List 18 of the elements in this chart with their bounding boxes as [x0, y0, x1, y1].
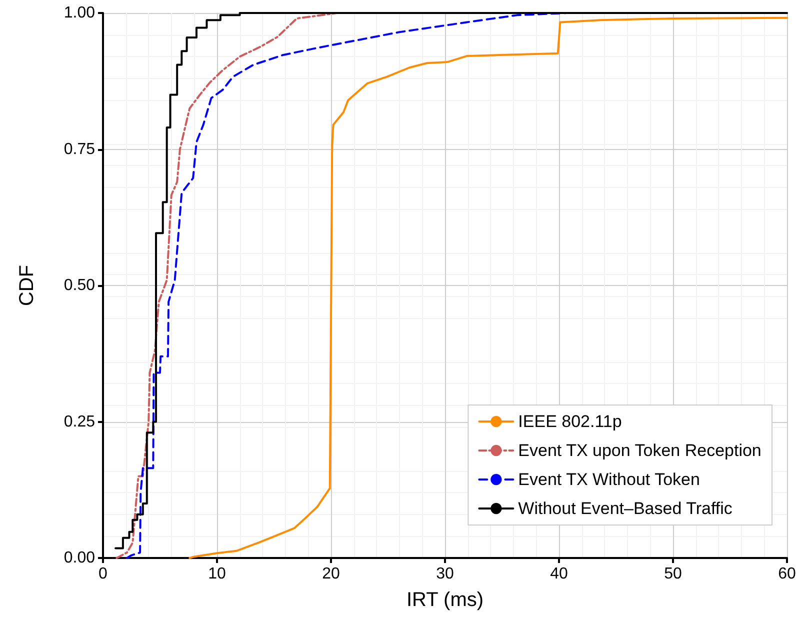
x-tick-label: 10 [208, 566, 226, 582]
x-tick-label: 20 [322, 566, 340, 582]
y-tick-label: 0.75 [64, 140, 96, 158]
x-tick-label: 50 [664, 566, 682, 582]
legend-label: Event TX upon Token Reception [518, 441, 762, 460]
x-axis-title: IRT (ms) [406, 589, 484, 611]
x-tick-label: 60 [778, 566, 796, 582]
x-tick-label: 0 [98, 566, 108, 582]
x-tick-label: 30 [436, 566, 454, 582]
legend-label: Event TX Without Token [518, 470, 700, 489]
y-tick-label: 0.50 [64, 277, 96, 294]
y-tick-label: 0.00 [64, 550, 96, 566]
y-tick-label: 0.25 [64, 413, 96, 430]
y-axis-title: CDF [16, 264, 38, 306]
y-tick-label: 1.00 [64, 4, 96, 22]
x-tick-label: 40 [550, 566, 568, 582]
legend-label: Without Event–Based Traffic [518, 499, 733, 518]
legend-label: IEEE 802.11p [518, 412, 622, 431]
